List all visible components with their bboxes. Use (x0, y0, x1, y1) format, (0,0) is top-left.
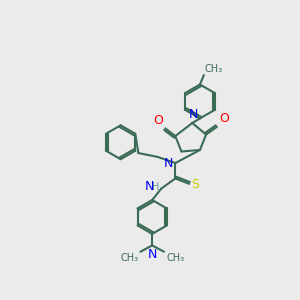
Text: S: S (191, 178, 200, 191)
Text: O: O (219, 112, 229, 125)
Text: CH₃: CH₃ (166, 253, 184, 263)
Text: N: N (164, 157, 173, 170)
Text: N: N (188, 108, 198, 121)
Text: N: N (145, 180, 154, 194)
Text: H: H (152, 182, 159, 192)
Text: CH₃: CH₃ (205, 64, 223, 74)
Text: O: O (153, 114, 163, 127)
Text: N: N (148, 248, 157, 261)
Text: CH₃: CH₃ (120, 253, 138, 263)
